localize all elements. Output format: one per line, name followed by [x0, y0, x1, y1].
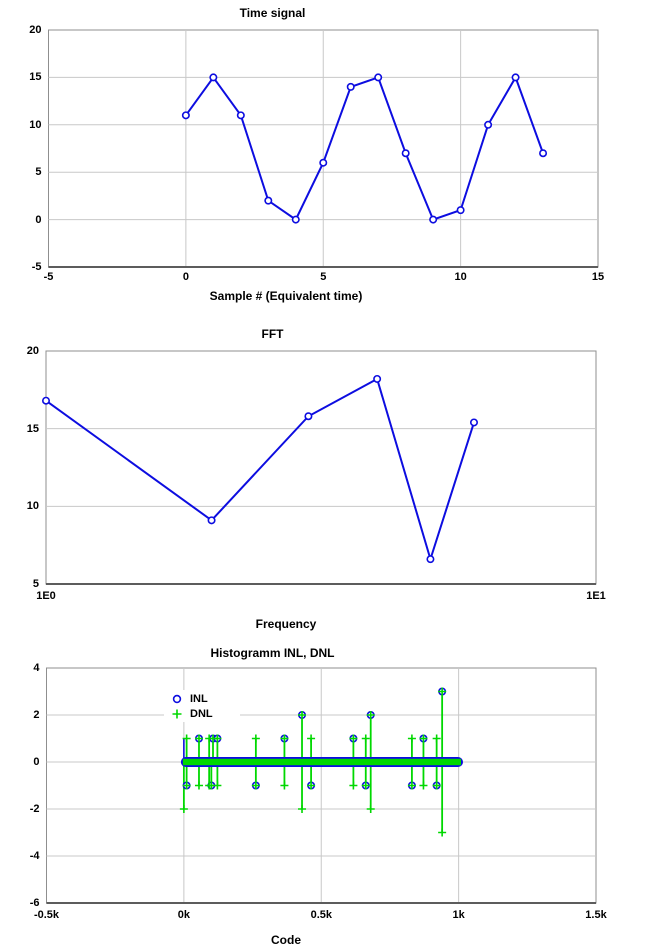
legend-row-dnl: DNL [164, 706, 213, 721]
histogram-inl-dnl-ytick--2: -2 [29, 803, 40, 815]
time-signal-ytick-20: 20 [29, 24, 42, 36]
legend-inl-dnl: INL DNL [164, 690, 240, 722]
histogram-inl-dnl-ytick-2: 2 [33, 709, 40, 721]
fft-ytick-20: 20 [26, 345, 39, 357]
fft-point-marker [426, 555, 435, 564]
dnl-point-marker [349, 734, 358, 743]
fft-ytick-15: 15 [26, 422, 39, 435]
fft-point-marker [469, 418, 478, 427]
fft-plot-area [45, 350, 597, 585]
time-signal-series-line [185, 75, 544, 222]
fft-ytick-5: 5 [32, 578, 39, 590]
dnl-point-marker [251, 734, 260, 743]
time-signal-ytick-10: 10 [29, 118, 42, 131]
histogram-inl-dnl-ytick-0: 0 [33, 756, 40, 768]
time-signal-ytick--5: -5 [31, 261, 42, 273]
histogram-inl-dnl-xtick-0k: 0k [177, 909, 191, 921]
dnl-point-marker [251, 781, 260, 790]
dnl-point-marker [194, 781, 203, 790]
time-signal-xtick-10: 10 [454, 271, 467, 283]
dnl-point-marker [179, 805, 188, 813]
chart-title-fft: FFT [261, 327, 284, 341]
fft-point-marker [373, 374, 382, 383]
dnl-point-marker [182, 734, 191, 743]
time-signal-point-marker [181, 111, 190, 120]
dnl-point-marker [280, 781, 289, 790]
fft-point-marker [304, 412, 313, 421]
histogram-inl-dnl-xtick-0.5k: 0.5k [310, 909, 332, 921]
dnl-point-marker [407, 734, 416, 743]
legend-label-dnl: DNL [190, 707, 213, 720]
dnl-point-marker [361, 781, 370, 790]
time-signal-ytick-15: 15 [29, 71, 42, 84]
dnl-point-marker [349, 781, 358, 790]
dnl-point-marker [298, 711, 307, 719]
histogram-inl-dnl-ytick--6: -6 [29, 897, 40, 909]
time-signal-point-marker [374, 73, 383, 82]
dnl-point-marker [438, 687, 447, 696]
fft-xtick-1E1: 1E1 [586, 590, 606, 602]
fft-point-marker [207, 516, 216, 525]
time-signal-point-marker [429, 215, 438, 224]
dnl-point-marker [366, 805, 375, 813]
dnl-point-marker [361, 734, 370, 743]
time-signal-ytick-5: 5 [35, 166, 42, 179]
time-signal-point-marker [319, 158, 328, 167]
fft-point-marker [41, 396, 50, 405]
chart-title-time-signal: Time signal [239, 6, 306, 20]
time-signal-xtick--5: -5 [43, 271, 54, 283]
time-signal-point-marker [539, 149, 548, 158]
histogram-inl-dnl-ytick--4: -4 [29, 850, 40, 862]
dnl-point-marker [307, 781, 316, 790]
time-signal-point-marker [484, 120, 493, 129]
histogram-inl-dnl-ytick-4: 4 [33, 662, 40, 674]
chart-title-histogram-inl-dnl: Histogramm INL, DNL [210, 646, 335, 660]
dnl-plus-marker-icon [164, 708, 190, 720]
time-signal-point-marker [291, 215, 300, 224]
fft-series-line [45, 377, 475, 563]
time-signal-point-marker [456, 206, 465, 215]
time-signal-point-marker [401, 149, 410, 158]
dnl-point-marker [213, 781, 222, 790]
dnl-point-marker [407, 781, 416, 790]
dnl-point-marker [280, 734, 289, 743]
histogram-inl-dnl-xtick-1k: 1k [452, 909, 465, 921]
time-signal-point-marker [511, 73, 520, 82]
dnl-zero-band [182, 758, 461, 766]
dnl-point-marker [213, 734, 222, 743]
time-signal-point-marker [209, 73, 218, 82]
inl-circle-marker-icon [164, 693, 190, 705]
time-signal-xtick-15: 15 [591, 271, 605, 283]
time-signal-point-marker [236, 111, 245, 120]
time-signal-xtick-0: 0 [182, 271, 189, 283]
dnl-point-marker [307, 734, 316, 743]
dnl-point-marker [438, 828, 447, 837]
time-signal-ytick-0: 0 [35, 213, 42, 226]
dnl-point-marker [182, 781, 191, 790]
dnl-point-marker [419, 734, 428, 743]
histogram-inl-dnl-xtick--0.5k: -0.5k [33, 909, 60, 921]
dnl-point-marker [432, 781, 441, 790]
fft-ytick-10: 10 [26, 500, 39, 513]
legend-row-inl: INL [164, 691, 208, 706]
dnl-point-marker [194, 734, 203, 743]
dnl-point-marker [419, 781, 428, 790]
dnl-point-marker [432, 734, 441, 743]
dnl-point-marker [298, 805, 307, 813]
xaxis-label-sample-number: Sample # (Equivalent time) [209, 289, 363, 303]
time-signal-point-marker [346, 82, 355, 91]
xaxis-label-frequency: Frequency [255, 617, 317, 631]
time-signal-xtick-5: 5 [320, 271, 327, 283]
fft-xtick-1E0: 1E0 [36, 590, 56, 602]
dnl-point-marker [366, 711, 375, 719]
time-signal-point-marker [264, 196, 273, 205]
xaxis-label-code: Code [271, 933, 301, 947]
legend-label-inl: INL [190, 692, 208, 705]
histogram-inl-dnl-xtick-1.5k: 1.5k [585, 909, 607, 921]
